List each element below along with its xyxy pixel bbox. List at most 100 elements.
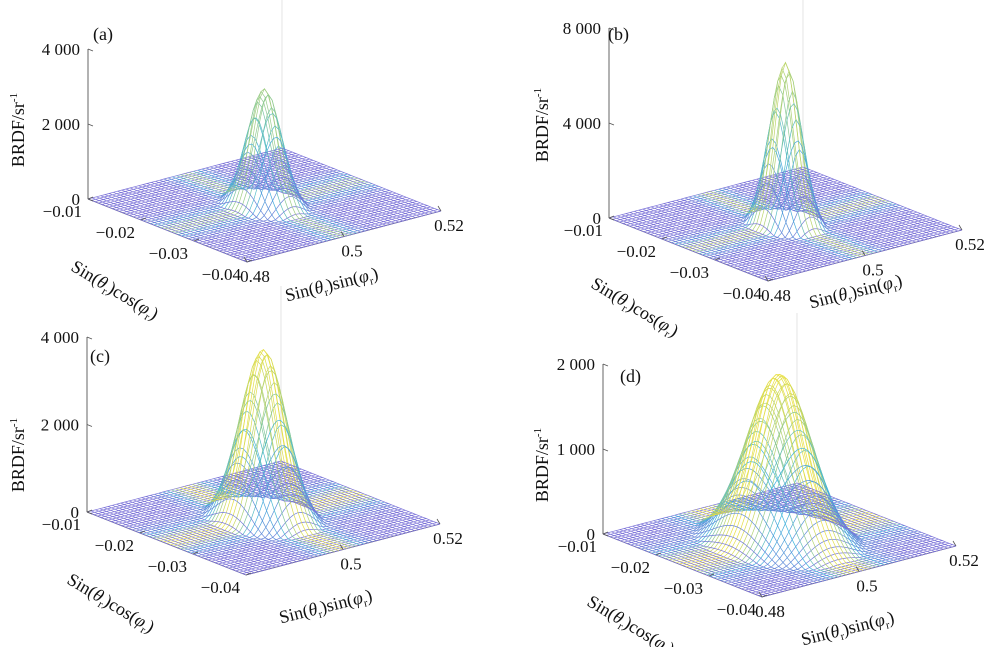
x-tick-label: −0.01 bbox=[42, 515, 81, 534]
mesh-line bbox=[697, 107, 857, 259]
x-tick bbox=[714, 257, 721, 261]
mesh-line bbox=[773, 174, 933, 239]
mesh-line bbox=[746, 495, 906, 560]
y-tick-label: 0.5 bbox=[340, 555, 361, 574]
mesh-line bbox=[209, 466, 369, 544]
mesh-line bbox=[613, 216, 773, 281]
mesh-line bbox=[661, 512, 822, 582]
mesh-line bbox=[750, 494, 910, 559]
mesh-line bbox=[653, 520, 813, 585]
mesh-line bbox=[649, 521, 809, 586]
mesh-line bbox=[255, 467, 415, 532]
mesh-line bbox=[96, 196, 256, 261]
mesh-line bbox=[104, 194, 265, 258]
mesh-line bbox=[205, 167, 366, 232]
z-tick bbox=[608, 122, 615, 126]
y-tick-label: 0.52 bbox=[434, 216, 464, 235]
mesh-line bbox=[611, 531, 771, 596]
mesh-line bbox=[769, 175, 929, 240]
surface-mesh bbox=[608, 61, 963, 282]
mesh-line bbox=[608, 217, 769, 282]
mesh-line bbox=[154, 493, 314, 558]
mesh-line bbox=[231, 160, 391, 225]
mesh-line bbox=[628, 526, 788, 591]
mesh-line bbox=[632, 525, 792, 590]
panel-label: (c) bbox=[90, 346, 110, 367]
y-tick bbox=[339, 544, 344, 550]
panel-d: 0 1 000 2 000 −0.01 −0.02 −0.03 −0.04 0.48 0.5 0.… bbox=[532, 313, 979, 647]
mesh-line bbox=[629, 212, 790, 276]
mesh-line bbox=[260, 153, 421, 217]
mesh-line bbox=[720, 429, 881, 567]
mesh-line bbox=[689, 383, 884, 569]
mesh-line bbox=[210, 166, 370, 231]
mesh-line bbox=[179, 356, 339, 551]
mesh-line bbox=[120, 502, 280, 567]
z-tick-label: 0 bbox=[593, 209, 602, 228]
mesh-line bbox=[217, 477, 377, 541]
mesh-line bbox=[718, 140, 878, 253]
mesh-line bbox=[790, 169, 950, 234]
mesh-line bbox=[268, 463, 428, 528]
mesh-line bbox=[113, 191, 273, 256]
mesh-line bbox=[281, 147, 442, 212]
mesh-line bbox=[171, 400, 331, 554]
mesh-line bbox=[184, 88, 345, 237]
mesh-line bbox=[87, 198, 248, 263]
x-tick bbox=[708, 573, 715, 577]
mesh-line bbox=[137, 498, 297, 563]
mesh-line bbox=[130, 187, 290, 252]
x-tick bbox=[192, 551, 199, 555]
mesh-line bbox=[705, 61, 866, 256]
mesh-line bbox=[657, 519, 817, 583]
mesh-line bbox=[141, 497, 301, 561]
y-tick bbox=[436, 518, 441, 525]
mesh-line bbox=[685, 376, 881, 568]
z-tick bbox=[87, 48, 94, 52]
mesh-line bbox=[251, 468, 411, 533]
mesh-line bbox=[145, 496, 306, 560]
mesh-line bbox=[172, 143, 332, 241]
x-tick-label: −0.03 bbox=[149, 244, 188, 263]
mesh-line bbox=[794, 168, 954, 233]
x-tick-label: −0.04 bbox=[202, 265, 242, 284]
z-tick-label: 0 bbox=[587, 525, 596, 544]
mesh-line bbox=[667, 202, 828, 266]
y-tick bbox=[952, 540, 957, 547]
mesh-line bbox=[638, 209, 798, 274]
mesh-line bbox=[729, 465, 889, 565]
mesh-line bbox=[651, 206, 811, 271]
mesh-line bbox=[166, 428, 327, 555]
mesh-line bbox=[634, 210, 794, 275]
mesh-line bbox=[189, 94, 349, 236]
mesh-line bbox=[623, 528, 784, 592]
mesh-line bbox=[722, 173, 883, 252]
mesh-line bbox=[134, 186, 294, 251]
panel-label: (a) bbox=[93, 24, 113, 45]
mesh-line bbox=[767, 490, 927, 555]
mesh-line bbox=[235, 159, 395, 224]
x-tick-label: −0.03 bbox=[670, 263, 709, 282]
y-axis-label: Sin(θr)sin(φr) bbox=[277, 585, 375, 630]
mesh-line bbox=[124, 501, 285, 566]
z-tick-label: 0 bbox=[72, 190, 81, 209]
mesh-line bbox=[116, 503, 276, 568]
panel-a: 0 2 000 4 000 −0.01 −0.02 −0.03 −0.04 0.48 0.5 0.… bbox=[8, 0, 464, 325]
mesh-line bbox=[112, 504, 272, 569]
y-tick-label: 0.48 bbox=[761, 286, 791, 305]
mesh-line bbox=[785, 171, 946, 235]
mesh-line bbox=[617, 215, 777, 280]
mesh-line bbox=[99, 508, 259, 573]
x-tick bbox=[655, 552, 662, 556]
mesh-line bbox=[788, 484, 948, 549]
mesh-line bbox=[159, 179, 319, 244]
mesh-line bbox=[103, 507, 264, 571]
mesh-line bbox=[684, 197, 845, 262]
x-tick-label: −0.01 bbox=[43, 202, 82, 221]
panel-label: (d) bbox=[620, 366, 641, 387]
mesh-line bbox=[792, 483, 952, 548]
y-tick bbox=[437, 205, 442, 212]
mesh-line bbox=[133, 499, 293, 564]
x-tick bbox=[87, 196, 94, 200]
